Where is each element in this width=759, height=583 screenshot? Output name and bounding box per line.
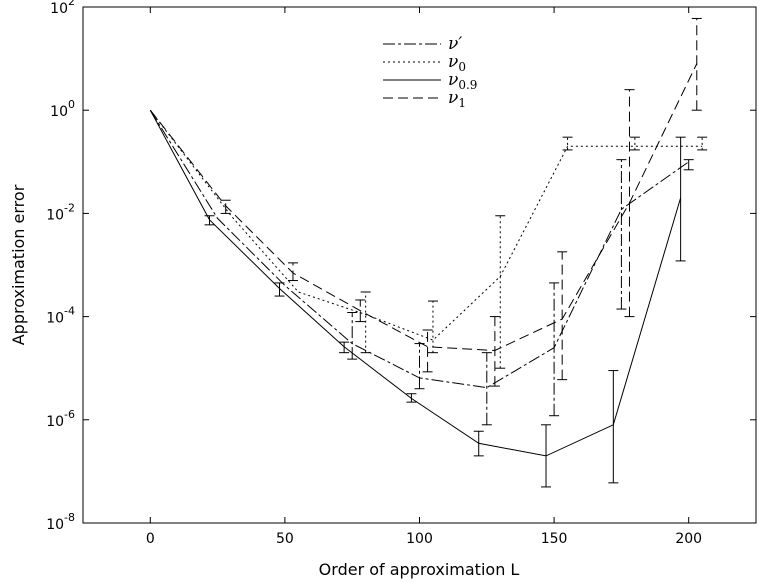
series-2 <box>149 109 686 488</box>
y-tick-label: 102 <box>50 0 75 17</box>
error-bar <box>541 424 552 488</box>
legend-label: ν0.9 <box>448 70 477 92</box>
error-bar <box>360 291 371 354</box>
y-tick-label: 100 <box>50 98 75 120</box>
error-bar <box>691 17 702 111</box>
legend-label: ν0 <box>448 52 466 74</box>
x-tick-label: 100 <box>406 531 433 547</box>
error-bar <box>287 262 298 282</box>
error-bar <box>629 136 640 151</box>
error-bar <box>697 136 708 151</box>
y-tick-label: 10-4 <box>46 305 75 327</box>
error-bar <box>427 300 438 354</box>
error-bar <box>339 341 350 354</box>
error-bar <box>489 316 500 387</box>
x-axis-label: Order of approximation L <box>319 560 520 579</box>
error-bar <box>220 199 231 214</box>
x-tick-label: 50 <box>276 531 294 547</box>
error-bar <box>274 282 285 297</box>
legend-item-0: ν′ <box>383 34 462 54</box>
series-1 <box>149 109 708 369</box>
plot-frame <box>82 6 757 524</box>
error-bar <box>481 352 492 426</box>
error-bar <box>355 299 366 323</box>
series-layer <box>149 17 708 488</box>
error-bar <box>608 370 619 484</box>
error-bar <box>422 329 433 373</box>
x-tick-label: 0 <box>146 531 155 547</box>
error-bar <box>624 89 635 318</box>
y-tick-label: 10-2 <box>46 201 75 223</box>
error-bar <box>495 215 506 369</box>
error-bar <box>204 215 215 226</box>
series-line <box>149 109 682 457</box>
series-line <box>149 63 698 352</box>
legend-item-2: ν0.9 <box>383 70 477 92</box>
legend-item-3: ν1 <box>383 88 466 110</box>
error-bar <box>414 343 425 390</box>
series-0 <box>149 109 694 426</box>
error-bar <box>557 251 568 381</box>
x-tick-label: 200 <box>675 531 702 547</box>
error-bar <box>473 430 484 457</box>
error-bar <box>675 136 686 262</box>
y-tick-label: 10-6 <box>46 408 75 430</box>
error-bar <box>616 159 627 310</box>
y-tick-label: 10-8 <box>46 511 75 533</box>
series-line <box>149 109 703 341</box>
error-bar <box>347 312 358 360</box>
legend-label: ν1 <box>448 88 466 110</box>
x-tick-label: 150 <box>541 531 568 547</box>
legend-item-1: ν0 <box>383 52 466 74</box>
ticks-layer: 0 50 100 150 200 10-8 10-6 10-4 10-2 100 102 <box>46 0 756 547</box>
error-bar <box>406 393 417 403</box>
error-bar <box>549 282 560 417</box>
legend-label: ν′ <box>448 34 462 54</box>
error-bar <box>562 136 573 151</box>
y-axis-label: Approximation error <box>9 184 28 345</box>
series-3 <box>149 17 702 387</box>
error-bar <box>683 159 694 171</box>
